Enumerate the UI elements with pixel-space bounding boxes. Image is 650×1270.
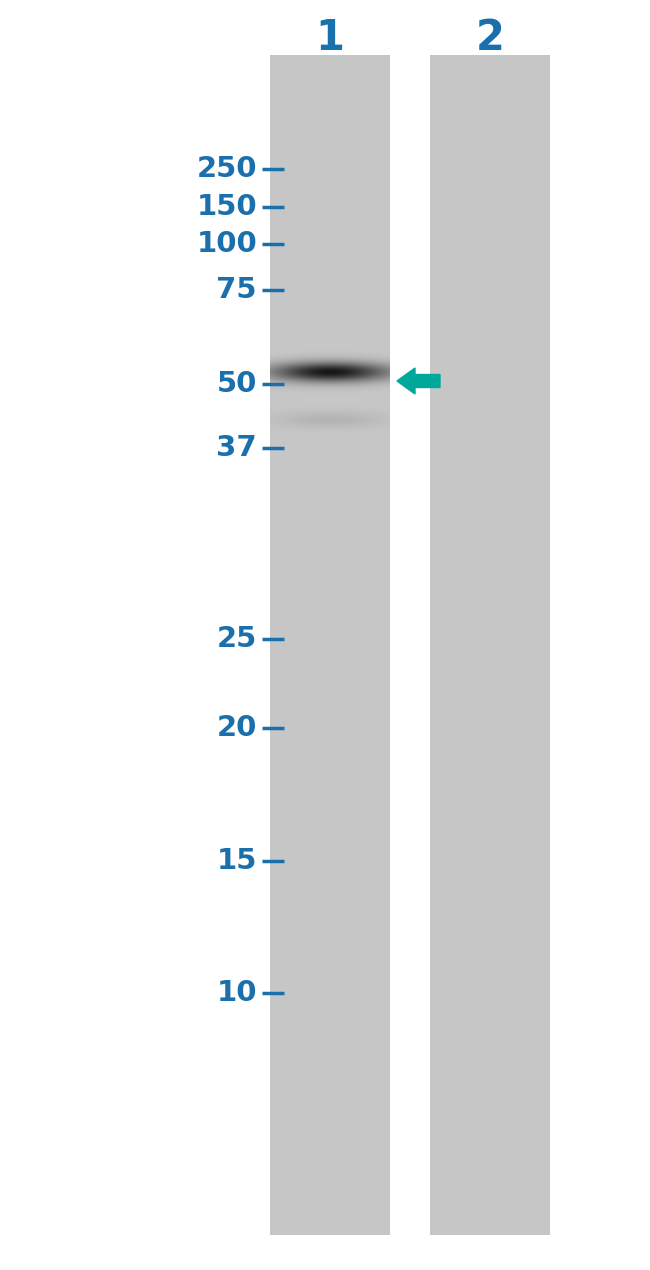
Text: 20: 20 [216,714,257,742]
Text: 100: 100 [196,230,257,258]
Bar [270,55,390,1234]
Text: 2: 2 [476,17,504,58]
Text: 10: 10 [216,979,257,1007]
Bar [430,55,550,1234]
Text: 15: 15 [216,847,257,875]
Text: 50: 50 [216,370,257,398]
Text: 150: 150 [196,193,257,221]
Text: 25: 25 [216,625,257,653]
FancyArrow shape [397,368,440,394]
Text: 75: 75 [216,276,257,304]
Text: 37: 37 [216,434,257,462]
Text: 250: 250 [196,155,257,183]
Text: 1: 1 [315,17,344,58]
